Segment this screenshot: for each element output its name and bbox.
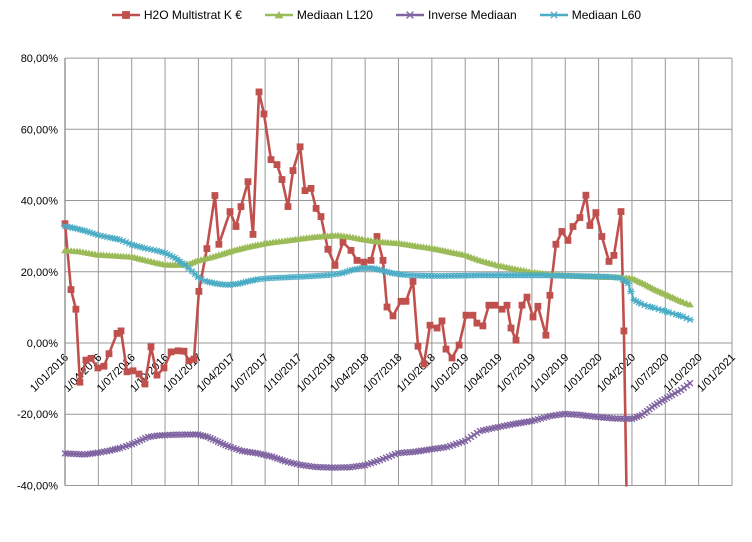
legend-item-mediaan-l60[interactable]: Mediaan L60 bbox=[539, 8, 641, 22]
legend-swatch-asterisk-icon bbox=[539, 11, 568, 19]
legend-swatch-square-icon bbox=[111, 11, 140, 19]
y-tick-label: 80,00% bbox=[21, 53, 59, 65]
series-h2o-multistrat-k- bbox=[61, 88, 628, 487]
y-tick-label: 20,00% bbox=[21, 267, 59, 279]
series-mediaan-l60 bbox=[61, 223, 694, 323]
legend-label: H2O Multistrat K € bbox=[143, 8, 242, 22]
legend: H2O Multistrat K € Mediaan L120 Inverse … bbox=[0, 8, 752, 22]
legend-label: Inverse Mediaan bbox=[427, 8, 517, 22]
legend-item-mediaan-l120[interactable]: Mediaan L120 bbox=[264, 8, 373, 22]
y-axis-labels: 80,00% 60,00% 40,00% 20,00% 0,00% -20,00% -40,… bbox=[17, 53, 58, 492]
legend-item-inverse-mediaan[interactable]: Inverse Mediaan bbox=[395, 8, 517, 22]
y-tick-label: 40,00% bbox=[21, 196, 59, 208]
legend-label: Mediaan L60 bbox=[571, 8, 642, 22]
legend-swatch-triangle-icon bbox=[264, 10, 293, 19]
legend-swatch-x-icon bbox=[395, 11, 424, 19]
y-tick-label: 60,00% bbox=[21, 124, 59, 136]
legend-item-h2o-multistrat[interactable]: H2O Multistrat K € bbox=[111, 8, 242, 22]
y-tick-label: 0,00% bbox=[27, 338, 58, 350]
y-tick-label: -20,00% bbox=[17, 409, 58, 421]
series-inverse-mediaan bbox=[61, 379, 694, 472]
y-tick-label: -40,00% bbox=[17, 480, 58, 492]
legend-label: Mediaan L120 bbox=[296, 8, 373, 22]
